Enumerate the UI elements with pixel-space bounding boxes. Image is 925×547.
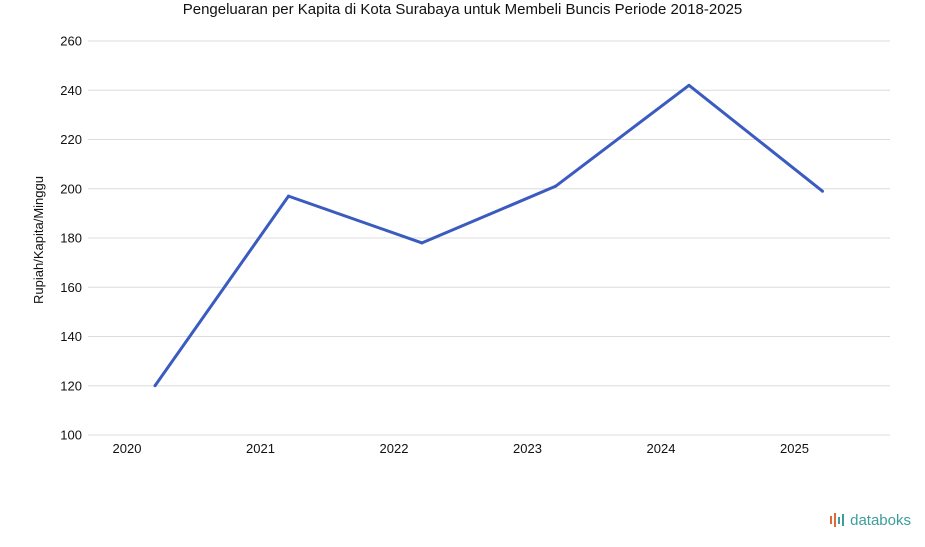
- x-tick-label: 2024: [647, 441, 676, 456]
- gridlines: [88, 40, 890, 436]
- x-tick-label: 2025: [780, 441, 809, 456]
- data-point: [153, 384, 157, 388]
- data-point: [687, 83, 691, 87]
- brand-name: databoks: [850, 511, 911, 529]
- y-tick-label: 120: [60, 378, 82, 393]
- x-tick-label: 2022: [380, 441, 409, 456]
- x-tick-label: 2020: [113, 441, 142, 456]
- y-tick-label: 160: [60, 280, 82, 295]
- y-tick-label: 140: [60, 329, 82, 344]
- x-axis-ticks: 2020 2021 2022 2023 2024 2025: [113, 441, 809, 456]
- data-point: [420, 241, 424, 245]
- data-point: [821, 189, 824, 193]
- data-point: [554, 184, 557, 188]
- databoks-brand: databoks: [829, 511, 911, 529]
- y-tick-label: 220: [60, 132, 82, 147]
- y-axis-ticks: 100 120 140 160 180 200 220 240 260: [60, 34, 82, 443]
- x-tick-label: 2023: [513, 441, 542, 456]
- y-tick-label: 100: [60, 428, 82, 443]
- databoks-logo-icon: [830, 513, 845, 527]
- series-lines: [153, 83, 824, 388]
- chart-title: Pengeluaran per Kapita di Kota Surabaya …: [182, 1, 743, 18]
- series-line: [153, 83, 824, 387]
- y-tick-label: 200: [60, 181, 82, 196]
- y-tick-label: 180: [60, 231, 82, 246]
- y-axis-title: Rupiah/Kapita/Minggu: [31, 176, 46, 304]
- y-tick-label: 260: [60, 34, 82, 49]
- data-point: [287, 194, 290, 198]
- x-tick-label: 2021: [246, 441, 275, 456]
- y-tick-label: 240: [60, 83, 82, 98]
